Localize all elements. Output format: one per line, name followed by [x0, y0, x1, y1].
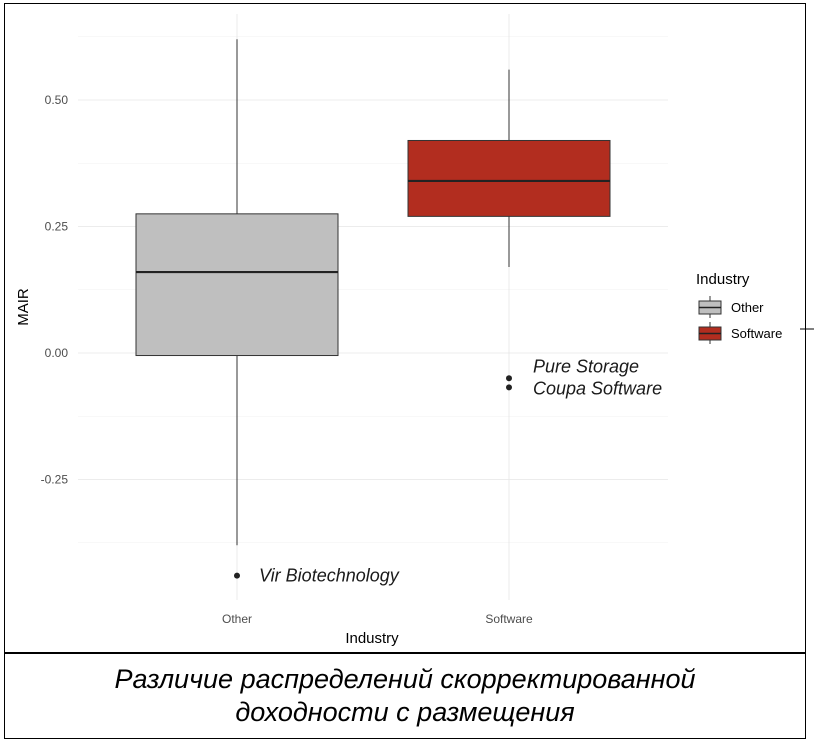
legend: Industry Other Software — [696, 271, 782, 344]
legend-item-software: Software — [698, 322, 782, 344]
box-other — [135, 39, 339, 546]
box-software — [407, 69, 611, 267]
legend-title: Industry — [696, 271, 750, 288]
legend-label: Software — [731, 326, 782, 341]
x-axis-ticks: Other Software — [222, 612, 533, 626]
outlier-point — [506, 384, 512, 391]
outlier-label: Coupa Software — [533, 378, 662, 398]
legend-item-other: Other — [698, 296, 764, 318]
chart-frame — [4, 3, 806, 653]
outlier-point — [234, 572, 240, 579]
box-body — [407, 139, 611, 217]
y-tick-label: 0.25 — [45, 220, 69, 234]
y-axis-ticks: -0.25 0.00 0.25 0.50 — [41, 93, 69, 487]
box-body — [135, 213, 339, 357]
x-tick-label: Other — [222, 612, 252, 626]
y-tick-label: 0.00 — [45, 346, 69, 360]
outlier-label: Pure Storage — [533, 356, 639, 376]
y-tick-label: 0.50 — [45, 93, 69, 107]
y-axis-title: MAIR — [15, 288, 32, 326]
y-tick-label: -0.25 — [41, 473, 69, 487]
legend-label: Other — [731, 300, 764, 315]
caption: Различие распределений скорректированной… — [114, 664, 696, 727]
outlier-point — [506, 375, 512, 382]
boxes — [135, 39, 611, 546]
x-tick-label: Software — [485, 612, 533, 626]
outlier-label: Vir Biotechnology — [259, 566, 400, 586]
x-axis-title: Industry — [345, 630, 399, 647]
caption-box: Различие распределений скорректированной… — [4, 653, 806, 739]
